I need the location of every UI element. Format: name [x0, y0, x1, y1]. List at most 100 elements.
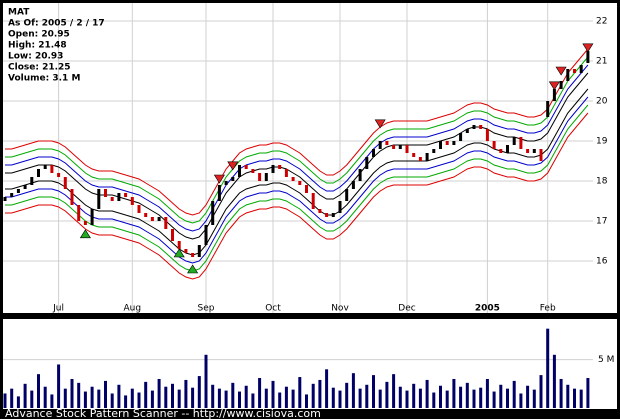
y-tick-label: 16 [596, 257, 608, 267]
volume-bar [164, 386, 168, 408]
volume-bar [157, 378, 161, 408]
candle [30, 177, 34, 185]
volume-bar [445, 390, 449, 408]
volume-bar [291, 389, 295, 408]
candle [305, 185, 308, 193]
volume-bar [224, 390, 228, 408]
candle [392, 145, 396, 149]
signal-marker [555, 66, 567, 76]
volume-bar [70, 378, 74, 408]
candle [177, 241, 181, 249]
volume-bar [10, 388, 14, 408]
candle [171, 229, 174, 241]
candle [164, 217, 168, 229]
volume-bar [546, 328, 550, 408]
volume-bar [345, 382, 349, 408]
volume-bar [532, 389, 536, 408]
info-line: Low: 20.93 [8, 52, 63, 62]
candle [70, 189, 74, 205]
signal-marker [173, 248, 185, 258]
candle [506, 145, 509, 153]
candle [365, 157, 369, 169]
volume-bar [365, 384, 369, 408]
candle [566, 69, 570, 81]
candle [586, 51, 590, 63]
volume-bar [372, 375, 375, 408]
volume-bar [331, 387, 335, 408]
candle [546, 101, 550, 117]
volume-bar [177, 389, 181, 408]
volume-bar [418, 388, 422, 408]
volume-bar [171, 383, 174, 408]
candle [10, 193, 14, 197]
candle [124, 193, 128, 197]
candle [338, 201, 342, 213]
volume-bar [137, 392, 141, 408]
volume-bar [519, 393, 523, 408]
candle [492, 141, 496, 149]
candle [432, 149, 436, 153]
candle [526, 149, 530, 153]
candle [539, 149, 543, 161]
volume-bar [459, 386, 463, 408]
volume-bar [191, 387, 195, 408]
volume-bar [358, 388, 362, 408]
candle [398, 145, 402, 149]
x-tick-label: Oct [265, 304, 281, 314]
candle [264, 173, 268, 181]
candle [197, 245, 201, 257]
candle [385, 141, 389, 145]
volume-bar [57, 364, 61, 408]
y-tick-label: 22 [596, 17, 607, 27]
volume-bar [104, 380, 107, 408]
info-line: Close: 21.25 [8, 63, 71, 73]
candle [519, 137, 523, 149]
candle [284, 169, 288, 177]
y-tick-label: 19 [596, 137, 608, 147]
candle [43, 165, 47, 169]
signal-marker [79, 229, 91, 239]
candle [532, 149, 536, 153]
volume-bar [284, 386, 288, 408]
y-tick-label: 17 [596, 217, 607, 227]
candle [137, 205, 141, 213]
candle [358, 169, 362, 181]
candle [23, 185, 27, 189]
candle [50, 165, 54, 173]
volume-bar [465, 382, 469, 408]
candle [472, 125, 476, 129]
candle [465, 129, 469, 133]
volume-bar [526, 385, 530, 408]
candle [217, 185, 221, 201]
candle [439, 141, 442, 149]
candle [372, 149, 375, 157]
price-panel [3, 3, 617, 313]
x-tick-label: Sep [198, 304, 215, 314]
volume-bar [318, 379, 322, 408]
volume-bar [506, 388, 509, 408]
candle [244, 165, 248, 169]
candle [57, 173, 61, 177]
candle [459, 133, 463, 141]
candle [445, 141, 449, 145]
x-tick-label: Dec [398, 304, 415, 314]
candle [479, 125, 483, 129]
candle [512, 137, 516, 145]
volume-bar [512, 380, 516, 408]
y-tick-label: 18 [596, 177, 608, 187]
candle [238, 165, 241, 177]
x-tick-label: Nov [331, 304, 349, 314]
candle [110, 197, 114, 201]
volume-bar [30, 390, 34, 408]
signal-marker [187, 264, 199, 274]
candle [130, 197, 134, 205]
volume-bar [3, 393, 7, 408]
volume-bar [16, 396, 20, 408]
volume-bar [204, 354, 208, 408]
candle [418, 157, 422, 161]
volume-bar [298, 377, 302, 408]
candle [144, 213, 148, 217]
volume-bar [130, 388, 134, 408]
ticker: MAT [8, 8, 30, 18]
